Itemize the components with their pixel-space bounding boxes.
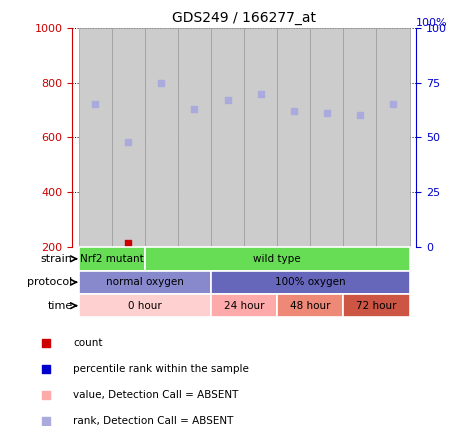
- Text: normal oxygen: normal oxygen: [106, 277, 184, 287]
- Bar: [319, 190, 335, 247]
- Bar: [277, 28, 310, 247]
- Bar: [112, 28, 145, 247]
- Point: [92, 101, 99, 108]
- Text: 24 hour: 24 hour: [224, 301, 265, 311]
- Bar: [352, 202, 368, 247]
- Bar: [178, 28, 211, 247]
- Point: [290, 108, 298, 115]
- Text: rank, Detection Call = ABSENT: rank, Detection Call = ABSENT: [73, 416, 233, 426]
- Point: [42, 339, 49, 346]
- Bar: [79, 247, 145, 271]
- Text: protocol: protocol: [27, 277, 73, 287]
- Point: [42, 391, 49, 398]
- Bar: [186, 158, 203, 247]
- Text: Nrf2 mutant: Nrf2 mutant: [80, 254, 144, 264]
- Bar: [79, 28, 112, 247]
- Text: strain: strain: [41, 254, 73, 264]
- Text: value, Detection Call = ABSENT: value, Detection Call = ABSENT: [73, 390, 239, 400]
- Bar: [385, 148, 401, 247]
- Bar: [153, 74, 170, 247]
- Point: [224, 97, 231, 104]
- Point: [42, 417, 49, 424]
- Point: [389, 101, 397, 108]
- Bar: [310, 28, 343, 247]
- Bar: [211, 294, 277, 317]
- Bar: [286, 181, 302, 247]
- Point: [323, 110, 331, 117]
- Bar: [79, 294, 211, 317]
- Bar: [343, 294, 410, 317]
- Bar: [87, 154, 104, 247]
- Point: [158, 79, 165, 86]
- Text: time: time: [47, 301, 73, 311]
- Bar: [252, 125, 269, 247]
- Point: [191, 106, 198, 112]
- Text: 72 hour: 72 hour: [356, 301, 397, 311]
- Title: GDS249 / 166277_at: GDS249 / 166277_at: [172, 11, 316, 25]
- Bar: [211, 28, 244, 247]
- Bar: [145, 28, 178, 247]
- Bar: [219, 157, 236, 247]
- Bar: [145, 247, 410, 271]
- Bar: [211, 271, 410, 294]
- Text: 100% oxygen: 100% oxygen: [275, 277, 345, 287]
- Text: 48 hour: 48 hour: [290, 301, 331, 311]
- Point: [257, 90, 265, 97]
- Point: [125, 239, 132, 246]
- Bar: [343, 28, 377, 247]
- Text: percentile rank within the sample: percentile rank within the sample: [73, 364, 249, 374]
- Bar: [120, 243, 137, 247]
- Point: [356, 112, 364, 119]
- Text: count: count: [73, 337, 103, 348]
- Bar: [244, 28, 277, 247]
- Bar: [277, 294, 343, 317]
- Bar: [79, 271, 211, 294]
- Point: [42, 365, 49, 372]
- Bar: [377, 28, 410, 247]
- Point: [125, 138, 132, 145]
- Text: 0 hour: 0 hour: [128, 301, 162, 311]
- Text: wild type: wild type: [253, 254, 301, 264]
- Text: 100%: 100%: [416, 18, 448, 28]
